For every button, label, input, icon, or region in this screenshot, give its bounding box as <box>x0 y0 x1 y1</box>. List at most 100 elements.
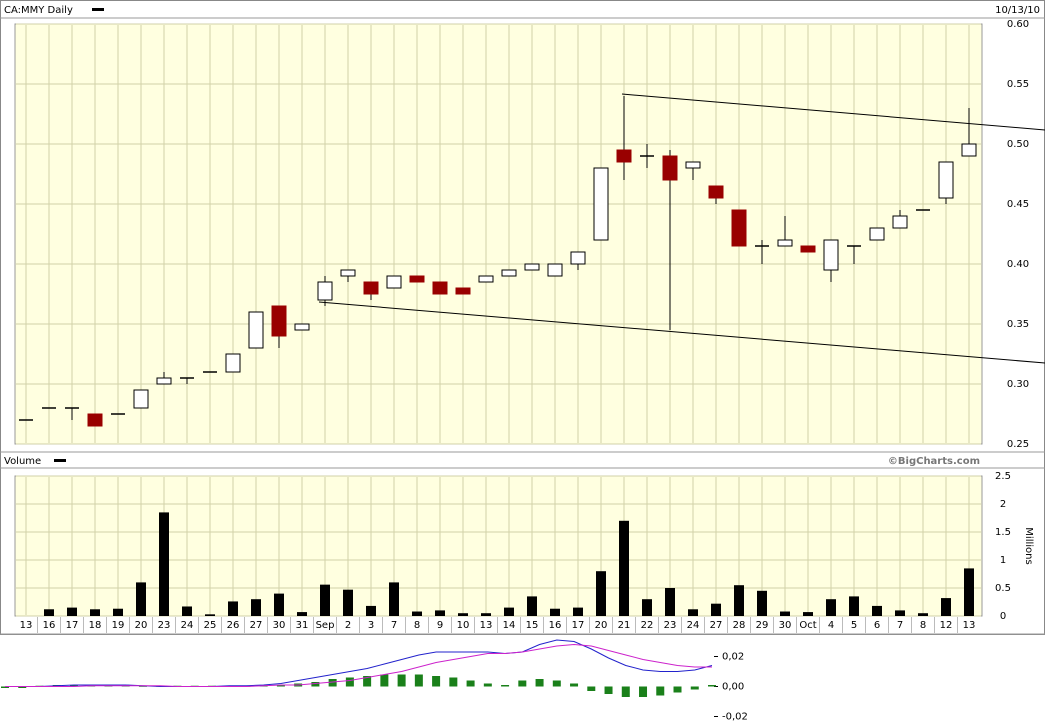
histogram-bar <box>501 685 510 687</box>
volume-bar <box>90 609 100 616</box>
histogram-bar <box>414 674 423 687</box>
x-tick-label: 6 <box>874 620 880 631</box>
volume-bar <box>67 607 77 616</box>
x-tick-label: 29 <box>756 620 769 631</box>
trend-line <box>621 93 1045 131</box>
histogram-bar <box>363 676 372 687</box>
legend-icon <box>54 459 66 462</box>
candle-body <box>363 281 379 295</box>
candle-body <box>777 239 793 247</box>
candle-body <box>570 251 586 265</box>
x-tick-label: 27 <box>710 620 723 631</box>
x-tick-label: 20 <box>135 620 148 631</box>
y-tick-label: 1.5 <box>995 527 1011 538</box>
volume-bar <box>297 612 307 616</box>
volume-bar <box>412 611 422 616</box>
x-tick-label: 13 <box>963 620 976 631</box>
candle-body <box>938 161 954 199</box>
x-tick-label: 9 <box>437 620 443 631</box>
volume-bar <box>481 613 491 616</box>
x-tick-label: 13 <box>20 620 33 631</box>
y-tick-label: -0,02 <box>722 712 748 723</box>
candle-body <box>478 275 494 283</box>
volume-bar <box>274 593 284 616</box>
volume-bar <box>619 520 629 616</box>
chart-title: CA:MMY Daily <box>4 5 73 16</box>
y-tick-label: 1 <box>1000 555 1006 566</box>
y-axis-label: Millions <box>1023 527 1034 564</box>
y-tick-label: 0 <box>1000 611 1006 622</box>
candle-body <box>409 275 425 283</box>
y-tick-label: 0.35 <box>1007 319 1029 330</box>
histogram-bar <box>570 683 579 687</box>
candle-body <box>662 155 678 181</box>
volume-bar <box>826 599 836 616</box>
x-tick-label: 16 <box>549 620 562 631</box>
candle-body <box>547 263 563 277</box>
candle-body <box>432 281 448 295</box>
y-tick-label: 0.55 <box>1007 79 1029 90</box>
x-tick-label: 30 <box>273 620 286 631</box>
histogram-bar <box>639 686 648 697</box>
volume-bar <box>665 588 675 616</box>
x-tick-label: 16 <box>43 620 56 631</box>
x-tick-label: 10 <box>457 620 470 631</box>
indicator-line <box>5 639 713 687</box>
x-tick-label: 20 <box>595 620 608 631</box>
candle-body <box>386 275 402 289</box>
y-tick-label: 0.5 <box>995 583 1011 594</box>
y-tick-label: 0.30 <box>1007 379 1029 390</box>
y-tick-label: 0.25 <box>1007 439 1029 450</box>
volume-bar <box>159 512 169 616</box>
volume-bar <box>734 585 744 616</box>
x-tick-label: 13 <box>480 620 493 631</box>
candle-body <box>869 227 885 241</box>
candle-body <box>524 263 540 271</box>
histogram-bar <box>397 674 406 687</box>
histogram-bar <box>432 676 441 687</box>
x-tick-label: 8 <box>414 620 420 631</box>
volume-bar <box>44 609 54 616</box>
volume-bar <box>504 607 514 616</box>
x-tick-label: 26 <box>227 620 240 631</box>
x-tick-label: 24 <box>687 620 700 631</box>
histogram-bar <box>328 679 337 687</box>
volume-bar <box>895 610 905 616</box>
histogram-bar <box>535 679 544 687</box>
volume-bar <box>872 605 882 616</box>
histogram-bar <box>345 677 354 687</box>
volume-title: Volume <box>4 456 41 467</box>
x-tick-label: Oct <box>799 620 816 631</box>
x-tick-label: 2 <box>345 620 351 631</box>
x-tick-label: 27 <box>250 620 263 631</box>
volume-bar <box>228 601 238 616</box>
histogram-bar <box>18 686 27 688</box>
x-tick-label: 3 <box>368 620 374 631</box>
y-tick-label: 2.5 <box>995 471 1011 482</box>
histogram-bar <box>449 677 458 687</box>
candle-body <box>317 281 333 301</box>
volume-bar <box>964 568 974 616</box>
candle-body <box>501 269 517 277</box>
y-tick-label: 2 <box>1000 499 1006 510</box>
histogram-bar <box>380 674 389 687</box>
candle-body <box>156 377 172 385</box>
date: 10/13/10 <box>995 5 1040 16</box>
histogram-bar <box>621 686 630 697</box>
volume-bar <box>251 599 261 616</box>
y-tick-label: 0,02 <box>722 652 744 663</box>
volume-bar <box>918 613 928 616</box>
y-tick-label: 0,00 <box>722 682 744 693</box>
histogram-bar <box>518 680 527 687</box>
x-tick-label: 23 <box>158 620 171 631</box>
x-tick-label: 24 <box>181 620 194 631</box>
histogram-bar <box>69 685 78 687</box>
volume-bar <box>596 571 606 616</box>
candle-body <box>961 143 977 157</box>
indicator-line <box>5 643 712 687</box>
candle-body <box>87 413 103 427</box>
y-tick-label: 0.60 <box>1007 19 1029 30</box>
x-tick-label: 7 <box>897 620 903 631</box>
volume-bar <box>366 605 376 616</box>
volume-bar <box>780 611 790 616</box>
